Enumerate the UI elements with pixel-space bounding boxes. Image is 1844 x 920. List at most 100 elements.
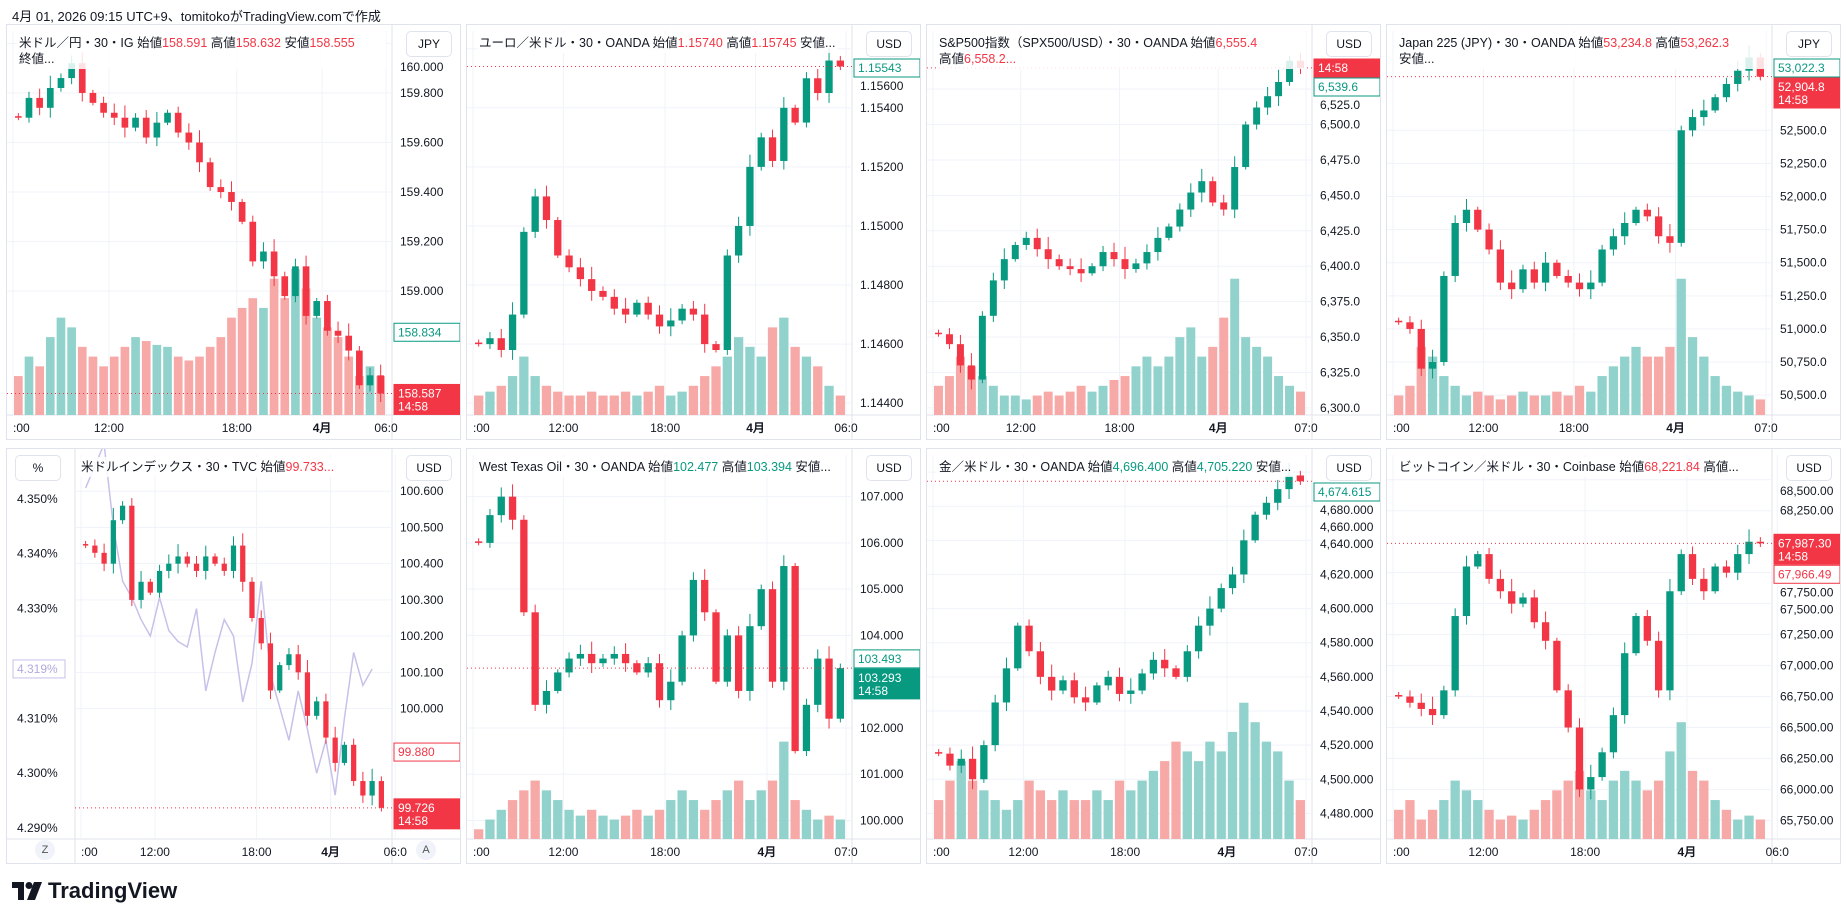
volume-bar [496, 385, 506, 415]
ohlc-label: 安値... [800, 36, 836, 50]
time-tick-label: 12:00 [548, 421, 578, 435]
volume-bar [1043, 391, 1053, 415]
tradingview-logo[interactable]: TradingView [12, 878, 177, 904]
volume-bar [1507, 815, 1517, 839]
price-tick-label: 67,750.00 [1780, 585, 1834, 599]
ohlc-field: 安値... [1256, 460, 1291, 474]
chart-panel[interactable]: 1.15600 1.15400 1.15200 1.15000 1.14800 1.146… [466, 24, 921, 440]
currency-button[interactable]: USD [866, 455, 912, 481]
chart-panel[interactable]: 107.000 106.000 105.000 104.000 102.000 101.0… [466, 448, 921, 864]
volume-bar [1186, 327, 1196, 415]
candle-body [304, 672, 311, 716]
symbol-legend[interactable]: 米ドル／円・30・IG 始値158.591 高値158.632 安値158.55… [17, 33, 386, 69]
candle-body [356, 350, 363, 386]
volume-bar [955, 356, 965, 415]
price-tick-label: 4,540.000 [1320, 704, 1374, 718]
volume-bar [1631, 780, 1641, 839]
candle-body [277, 665, 283, 691]
volume-bar [733, 780, 744, 839]
volume-bar [999, 395, 1009, 415]
volume-bar [1586, 391, 1596, 415]
chart-canvas[interactable]: 1.15600 1.15400 1.15200 1.15000 1.14800 1.146… [467, 25, 921, 440]
chart-panel[interactable]: 160.000 159.800 159.600 159.400 159.200 159.0… [6, 24, 461, 440]
candle-body [1677, 130, 1685, 243]
volume-bar [1241, 337, 1251, 415]
volume-bar [1676, 722, 1686, 839]
chart-canvas[interactable]: 52,500.0 52,250.0 52,000.0 51,750.0 51,500.0… [1387, 25, 1841, 440]
volume-bar [1518, 391, 1528, 415]
volume-bar [1285, 385, 1295, 415]
currency-button[interactable]: USD [1326, 455, 1372, 481]
zoom-scale-button[interactable]: Z [35, 840, 55, 860]
chart-panel[interactable]: 6,525.0 6,500.0 6,475.0 6,450.0 6,425.0 6,400… [926, 24, 1381, 440]
symbol-legend[interactable]: 米ドルインデックス・30・TVC 始値99.733... [79, 457, 337, 477]
chart-canvas[interactable]: 68,500.00 68,250.00 67,750.00 67,500.00 67,2… [1387, 449, 1841, 864]
candle-body [119, 505, 126, 521]
candle-body [1711, 566, 1719, 592]
symbol-legend[interactable]: ユーロ／米ドル・30・OANDA 始値1.15740 高値1.15745 安値.… [477, 33, 838, 53]
currency-button[interactable]: JPY [1786, 31, 1832, 57]
chart-canvas[interactable]: 100.600 100.500 100.400 100.300 100.200 100.1… [7, 449, 461, 864]
volume-bar [1529, 809, 1539, 839]
symbol-legend[interactable]: West Texas Oil・30・OANDA 始値102.477 高値103.… [477, 457, 833, 477]
candle-body [497, 496, 505, 516]
currency-button[interactable]: USD [1326, 31, 1372, 57]
tradingview-logo-icon [12, 882, 42, 900]
price-tag [1313, 58, 1380, 78]
volume-bar [745, 800, 755, 839]
currency-button[interactable]: JPY [406, 31, 452, 57]
volume-bar [1721, 809, 1732, 839]
ohlc-value: 99.733... [285, 460, 335, 474]
volume-bar [173, 356, 183, 415]
chart-panel[interactable]: 52,500.0 52,250.0 52,000.0 51,750.0 51,500.0… [1386, 24, 1841, 440]
volume-bar [575, 815, 586, 839]
candle-body [1711, 97, 1719, 111]
candle-body [989, 280, 997, 316]
volume-bar [1239, 702, 1249, 839]
candle-body [1121, 259, 1129, 270]
volume-bar [945, 780, 955, 839]
volume-bar [1744, 395, 1754, 415]
candle-body [164, 112, 171, 123]
volume-bar [237, 307, 247, 415]
price-tick-label: 4,580.000 [1320, 636, 1374, 650]
currency-button[interactable]: USD [866, 31, 912, 57]
chart-panel[interactable]: 4,680.000 4,660.000 4,640.000 4,620.000 4,60… [926, 448, 1381, 864]
volume-bar [1563, 780, 1573, 839]
candle-body [238, 201, 246, 222]
volume-bar [587, 391, 597, 415]
percent-scale-button[interactable]: % [15, 455, 61, 481]
currency-button[interactable]: USD [406, 455, 452, 481]
yield-tag-label: 4.319% [17, 662, 58, 676]
symbol-legend[interactable]: Japan 225 (JPY)・30・OANDA 始値53,234.8 高値53… [1397, 33, 1766, 69]
volume-bar [1427, 356, 1438, 415]
volume-bar [1755, 819, 1765, 839]
left-tick-label: 4.300% [17, 766, 58, 780]
symbol-legend[interactable]: 金／米ドル・30・OANDA 始値4,696.400 高値4,705.220 安… [937, 457, 1294, 477]
candle-body [957, 758, 965, 766]
candle-body [644, 663, 652, 673]
chart-canvas[interactable]: 160.000 159.800 159.600 159.400 159.200 159.0… [7, 25, 461, 440]
volume-bar [1230, 278, 1240, 415]
price-tick-label: 6,450.0 [1320, 188, 1360, 202]
volume-bar [530, 780, 540, 839]
time-tick-label: 18:00 [1104, 421, 1134, 435]
candle-body [667, 681, 675, 701]
chart-canvas[interactable]: 107.000 106.000 105.000 104.000 102.000 101.0… [467, 449, 921, 864]
ohlc-field: 高値103.394 [722, 460, 792, 474]
candle-body [1462, 209, 1471, 223]
candle-body [1587, 777, 1595, 790]
candle-body [1575, 727, 1584, 790]
auto-scale-button[interactable]: A [416, 840, 436, 860]
currency-button[interactable]: USD [1786, 455, 1832, 481]
chart-canvas[interactable]: 4,680.000 4,660.000 4,640.000 4,620.000 4,60… [927, 449, 1381, 864]
price-tick-label: 1.15400 [860, 101, 904, 115]
volume-bar [1032, 395, 1042, 415]
symbol-legend[interactable]: ビットコイン／米ドル・30・Coinbase 始値68,221.84 高値... [1397, 457, 1741, 477]
candle-body [1154, 237, 1162, 253]
symbol-legend[interactable]: S&P500指数（SPX500/USD）・30・OANDA 始値6,555.4 … [937, 33, 1306, 69]
chart-panel[interactable]: 100.600 100.500 100.400 100.300 100.200 100.1… [6, 448, 461, 864]
price-tick-label: 66,000.00 [1780, 782, 1834, 796]
chart-panel[interactable]: 68,500.00 68,250.00 67,750.00 67,500.00 67,2… [1386, 448, 1841, 864]
chart-canvas[interactable]: 6,525.0 6,500.0 6,475.0 6,450.0 6,425.0 6,400… [927, 25, 1381, 440]
